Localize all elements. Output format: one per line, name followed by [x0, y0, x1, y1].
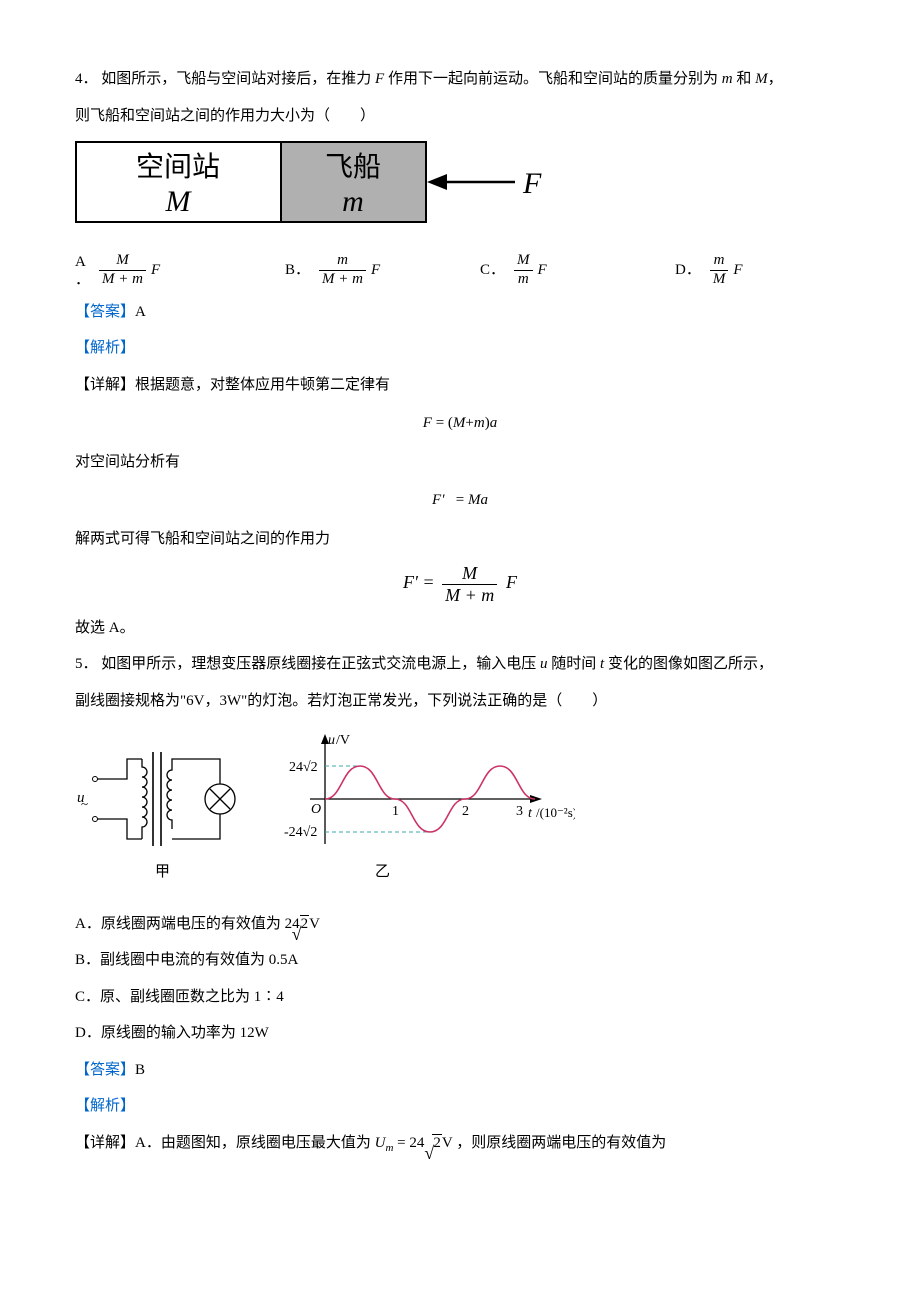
- q4-option-c: C． M m F: [480, 253, 675, 288]
- q4-eq1: F = (M+m)a: [75, 406, 845, 441]
- q4-option-d: D． m M F: [675, 253, 743, 288]
- space-station-label: 空间站: [136, 151, 220, 183]
- q4-answer: 【答案】A: [75, 295, 845, 330]
- q4-options: A ． M M + m F B． m M + m F C． M m F D． m: [75, 253, 845, 289]
- space-station-mass: M: [165, 185, 193, 218]
- q4-line3: 对空间站分析有: [75, 445, 845, 480]
- q4-stem-line2: 则飞船和空间站之间的作用力大小为（ ）: [75, 99, 845, 134]
- svg-text:/V: /V: [336, 733, 350, 748]
- q4-diagram: 空间站 M 飞船 m F: [75, 141, 845, 247]
- transformer-circuit: u ~: [77, 752, 235, 846]
- q5-option-b: B．副线圈中电流的有效值为 0.5A: [75, 943, 845, 978]
- force-arrow-head: [427, 174, 447, 190]
- q5-option-d: D．原线圈的输入功率为 12W: [75, 1016, 845, 1051]
- svg-text:24√2: 24√2: [289, 760, 318, 775]
- svg-text:-24√2: -24√2: [284, 825, 317, 840]
- q5-diagram: u ~ 甲: [75, 724, 845, 903]
- svg-text:O: O: [311, 802, 321, 817]
- caption-right: 乙: [375, 864, 390, 880]
- q5-detail-a: 【详解】A．由题图知，原线圈电压最大值为 Um = 242√V ，则原线圈两端电…: [75, 1126, 845, 1161]
- caption-left: 甲: [155, 864, 170, 880]
- q5-analysis-label: 【解析】: [75, 1089, 845, 1124]
- q4-number: 4．: [75, 71, 98, 87]
- force-label: F: [522, 167, 542, 200]
- q4-stem-line1: 4． 如图所示，飞船与空间站对接后，在推力 F 作用下一起向前运动。飞船和空间站…: [75, 62, 845, 97]
- q4-line4: 解两式可得飞船和空间站之间的作用力: [75, 522, 845, 557]
- svg-text:3: 3: [516, 804, 523, 819]
- q5-number: 5．: [75, 656, 98, 672]
- q5-option-c: C．原、副线圈匝数之比为 1∶4: [75, 980, 845, 1015]
- spaceship-label: 飞船: [325, 151, 381, 183]
- q4-eq2: F′ = Ma: [75, 483, 845, 518]
- q5-stem-line1: 5． 如图甲所示，理想变压器原线圈接在正弦式交流电源上，输入电压 u 随时间 t…: [75, 647, 845, 682]
- svg-text:~: ~: [81, 796, 88, 811]
- svg-text:1: 1: [392, 804, 399, 819]
- q4-analysis-label: 【解析】: [75, 331, 845, 366]
- q5-stem-line2: 副线圈接规格为"6V，3W"的灯泡。若灯泡正常发光，下列说法正确的是（ ）: [75, 684, 845, 719]
- q4-option-a: A ． M M + m F: [75, 253, 285, 289]
- svg-text:2: 2: [462, 804, 469, 819]
- sine-graph: u/V 24√2 -24√2 O 1 2 3 t /(10⁻²s): [284, 733, 575, 844]
- spaceship-mass: m: [342, 185, 364, 218]
- q4-detail1: 【详解】根据题意，对整体应用牛顿第二定律有: [75, 368, 845, 403]
- svg-text:t: t: [528, 806, 533, 821]
- svg-text:/(10⁻²s): /(10⁻²s): [536, 805, 575, 820]
- q4-option-b: B． m M + m F: [285, 253, 480, 288]
- q5-option-a: A．原线圈两端电压的有效值为 242√V: [75, 907, 845, 942]
- q4-conclude: 故选 A。: [75, 611, 845, 646]
- q5-answer: 【答案】B: [75, 1053, 845, 1088]
- svg-text:u: u: [328, 733, 335, 748]
- q4-eq3: F′ = M M + m F: [75, 562, 845, 605]
